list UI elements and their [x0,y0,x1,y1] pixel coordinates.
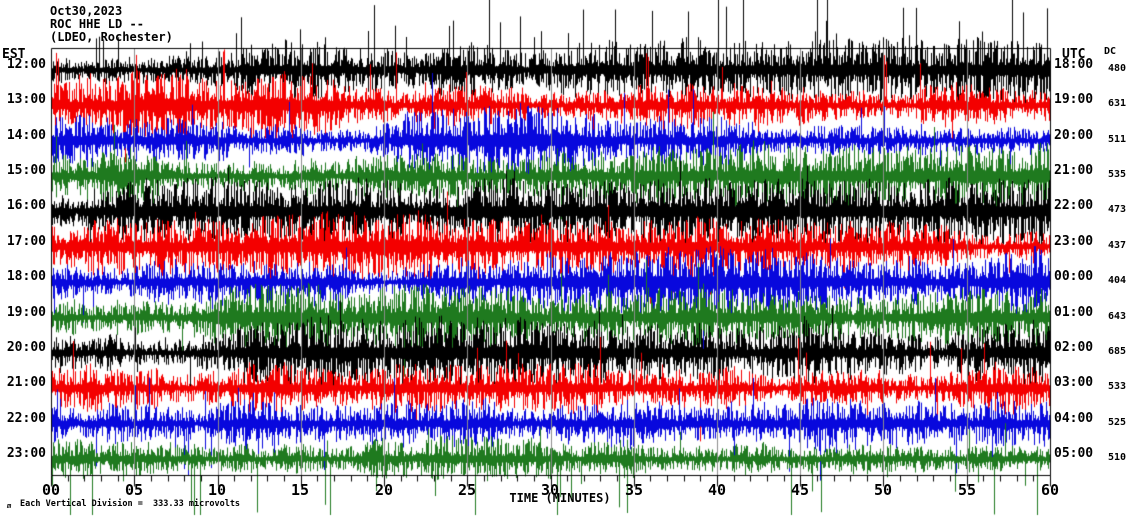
header-date: Oct30,2023 [50,4,123,18]
est-hour-label: 17:00 [6,234,46,249]
dc-value: 473 [1107,204,1126,215]
est-hour-label: 18:00 [6,269,46,284]
utc-hour-label: 05:00 [1054,446,1094,461]
utc-hour-label: 01:00 [1054,305,1094,320]
utc-hour-label: 03:00 [1054,375,1094,390]
dc-value: 631 [1107,98,1126,109]
x-tick-label: 25 [457,481,477,499]
utc-hour-label: 20:00 [1054,128,1094,143]
est-hour-label: 16:00 [6,198,46,213]
utc-hour-label: 21:00 [1054,163,1094,178]
est-axis-label: EST [2,47,26,62]
dc-value: 437 [1107,240,1126,251]
utc-hour-label: 18:00 [1054,57,1094,72]
dc-value: 510 [1107,452,1126,463]
x-tick-label: 30 [540,481,560,499]
est-hour-label: 12:00 [6,57,46,72]
x-tick-label: 05 [124,481,144,499]
dc-value: 685 [1107,346,1126,357]
x-tick-label: 20 [374,481,394,499]
utc-hour-label: 22:00 [1054,198,1094,213]
est-hour-label: 19:00 [6,305,46,320]
est-hour-label: 14:00 [6,128,46,143]
dc-value: 480 [1107,63,1126,74]
x-tick-label: 40 [707,481,727,499]
dc-value: 533 [1107,381,1126,392]
header-station: ROC HHE LD -- [50,17,144,31]
utc-hour-label: 19:00 [1054,92,1094,107]
dc-value: 525 [1107,417,1126,428]
x-tick-label: 15 [290,481,310,499]
corner-mark: m [7,502,12,510]
est-hour-label: 20:00 [6,340,46,355]
x-tick-label: 10 [207,481,227,499]
est-hour-label: 15:00 [6,163,46,178]
scale-footnote: Each Vertical Division = 333.33 microvol… [20,499,241,509]
est-hour-label: 23:00 [6,446,46,461]
x-tick-label: 35 [624,481,644,499]
x-tick-label: 60 [1040,481,1060,499]
est-hour-label: 21:00 [6,375,46,390]
utc-hour-label: 02:00 [1054,340,1094,355]
utc-hour-label: 23:00 [1054,234,1094,249]
utc-hour-label: 00:00 [1054,269,1094,284]
header-network: (LDEO, Rochester) [50,30,173,44]
x-tick-label: 45 [790,481,810,499]
x-tick-label: 00 [41,481,61,499]
dc-value: 511 [1107,134,1126,145]
utc-axis-label: UTC [1062,47,1086,62]
dc-value: 404 [1107,275,1126,286]
dc-value: 643 [1107,311,1126,322]
dc-axis-label: DC [1104,46,1117,57]
est-hour-label: 22:00 [6,411,46,426]
dc-value: 535 [1107,169,1126,180]
x-tick-label: 55 [957,481,977,499]
x-tick-label: 50 [873,481,893,499]
utc-hour-label: 04:00 [1054,411,1094,426]
est-hour-label: 13:00 [6,92,46,107]
x-axis-title: TIME (MINUTES) [509,491,611,505]
